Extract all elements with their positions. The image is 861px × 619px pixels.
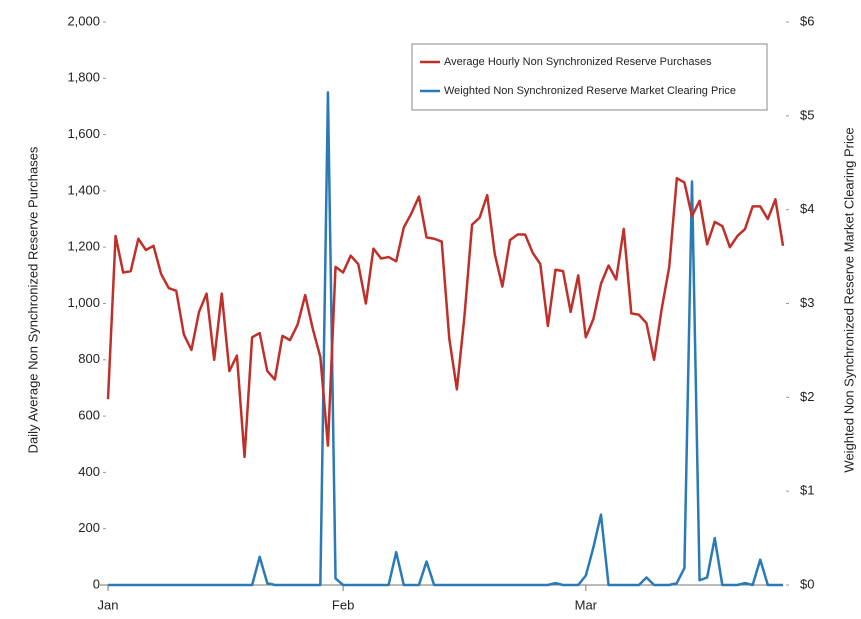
y2-tick-label: $1	[800, 483, 814, 498]
x-tick-label: Feb	[332, 597, 354, 612]
y2-axis-title: Weighted Non Synchronized Reserve Market…	[841, 127, 856, 472]
x-tick-label: Jan	[98, 597, 119, 612]
y-tick-label: 600	[78, 408, 100, 423]
y-axis-title: Daily Average Non Synchronized Reserve P…	[25, 146, 40, 453]
y2-tick-label: $2	[800, 389, 814, 404]
legend-label: Weighted Non Synchronized Reserve Market…	[444, 85, 736, 97]
y-tick-label: 1,200	[67, 239, 100, 254]
y-tick-label: 1,600	[67, 126, 100, 141]
y2-tick-label: $3	[800, 295, 814, 310]
y-tick-label: 400	[78, 464, 100, 479]
series-line	[106, 176, 785, 459]
series-line	[108, 91, 783, 587]
legend-label: Average Hourly Non Synchronized Reserve …	[444, 56, 712, 68]
y-tick-label: 1,400	[67, 182, 100, 197]
y-tick-label: 200	[78, 520, 100, 535]
y2-tick-label: $4	[800, 201, 814, 216]
y2-tick-label: $6	[800, 13, 814, 28]
legend-box	[411, 43, 768, 111]
y-tick-label: 800	[78, 351, 100, 366]
y-tick-label: 2,000	[67, 13, 100, 28]
y-tick-label: 1,000	[67, 295, 100, 310]
y2-tick-label: $5	[800, 107, 814, 122]
x-tick-label: Mar	[575, 597, 598, 612]
y2-tick-label: $0	[800, 576, 814, 591]
y-tick-label: 1,800	[67, 70, 100, 85]
y-tick-label: 0	[93, 576, 100, 591]
